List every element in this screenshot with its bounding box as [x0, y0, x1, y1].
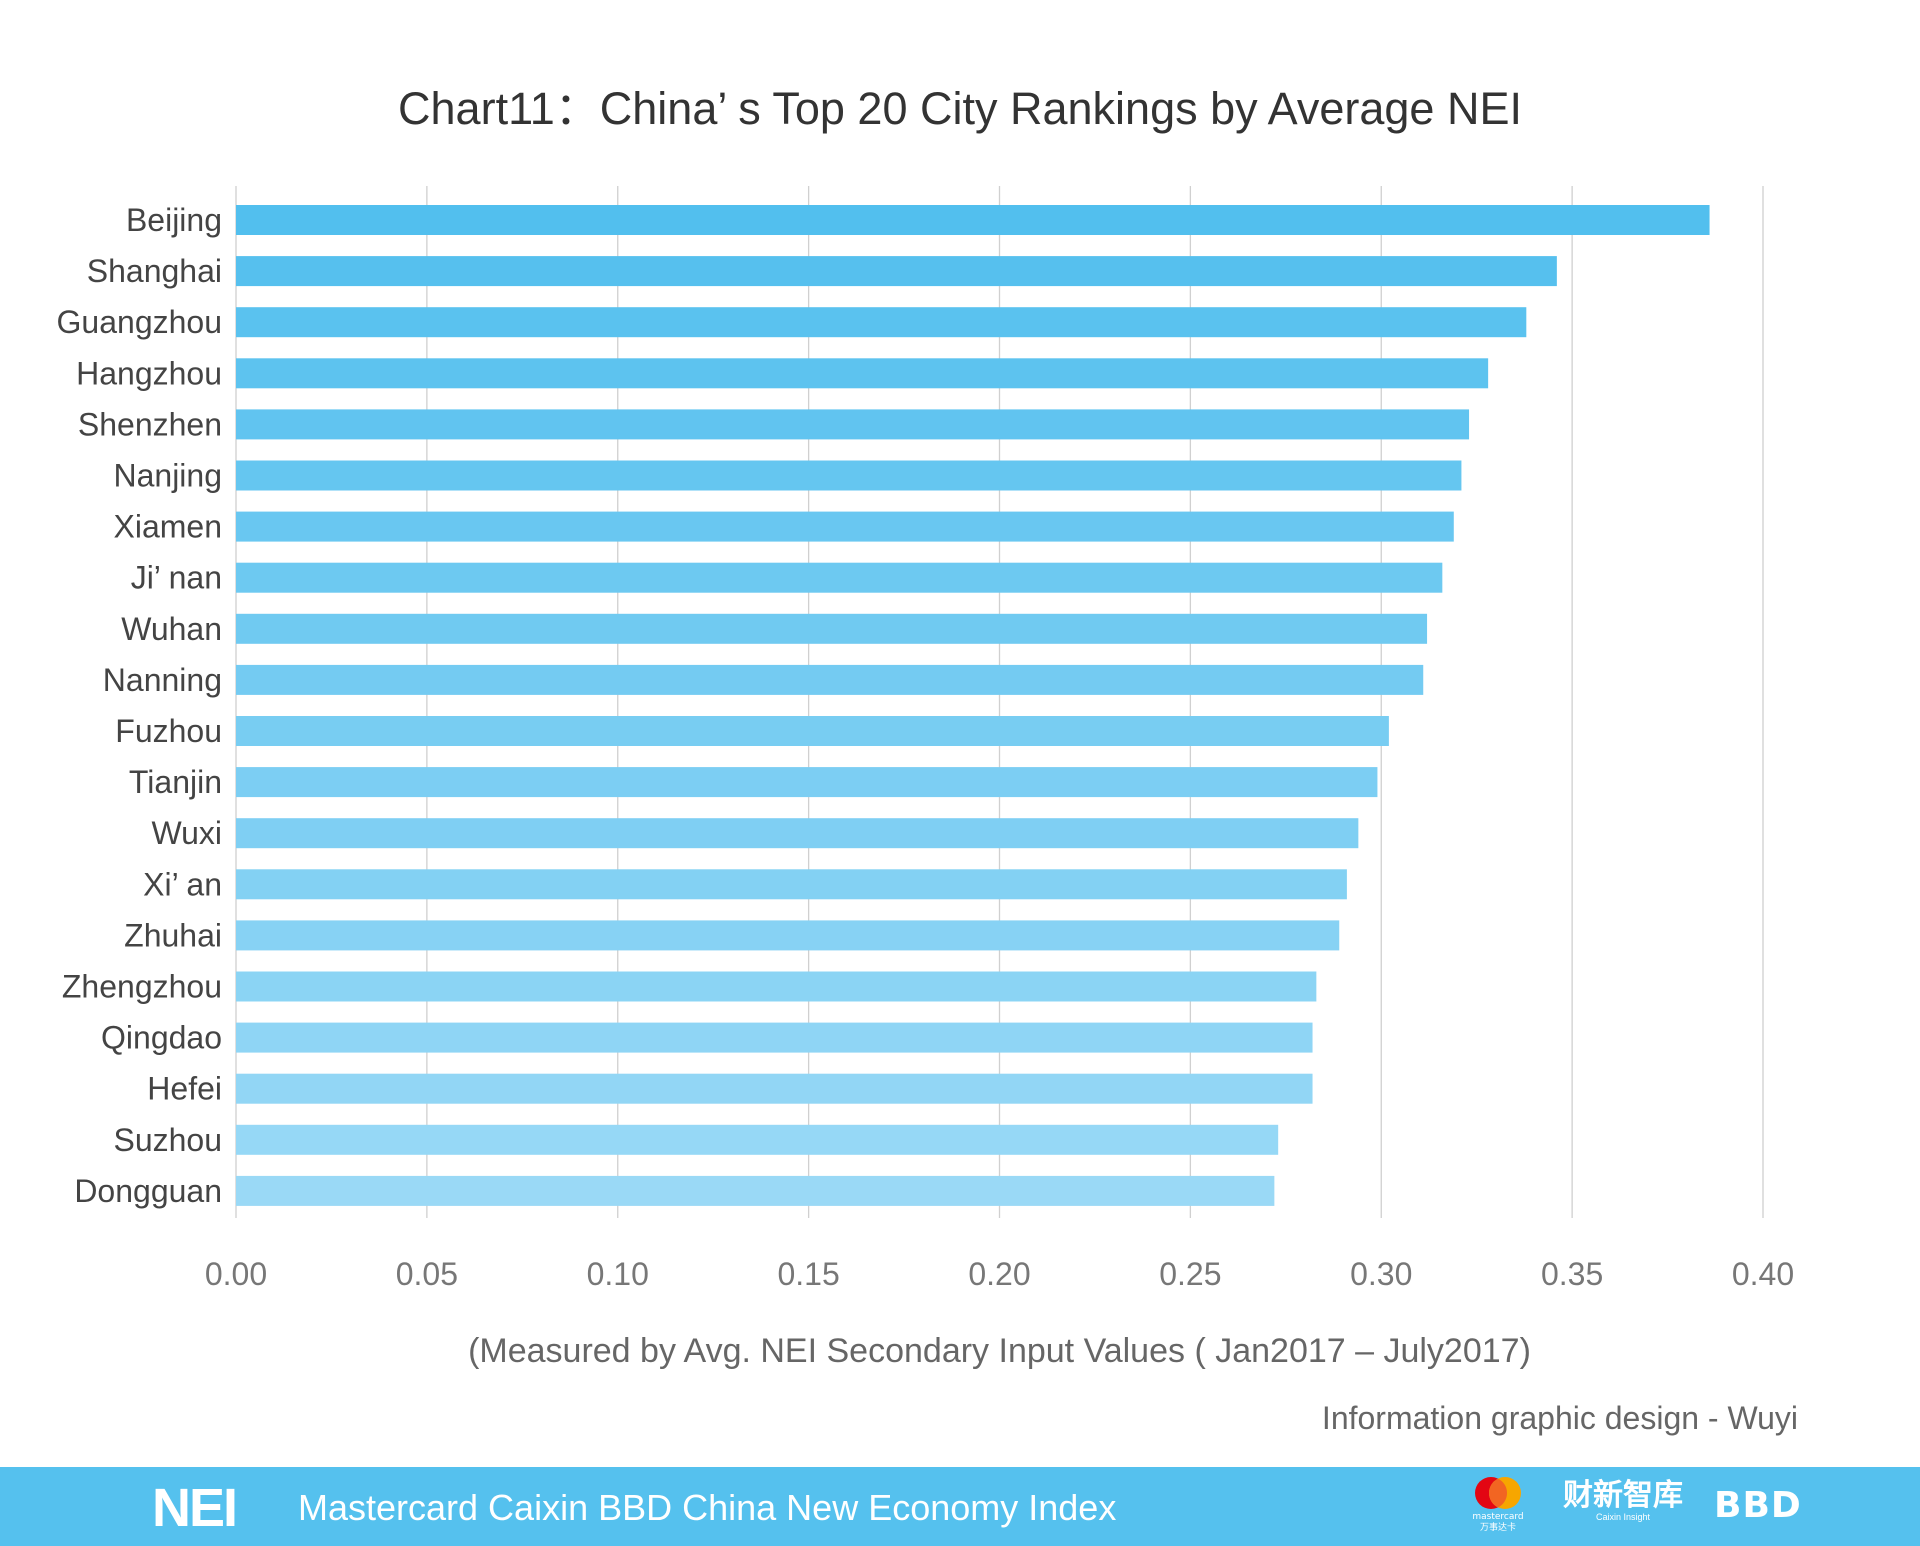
- bar-jinan: [236, 562, 1443, 593]
- y-category-label: Hefei: [147, 1071, 222, 1107]
- design-credit: Information graphic design - Wuyi: [1321, 1400, 1798, 1436]
- x-tick-label: 0.30: [1350, 1256, 1412, 1292]
- y-category-label: Suzhou: [113, 1122, 222, 1158]
- x-tick-label: 0.20: [968, 1256, 1030, 1292]
- y-category-label: Shenzhen: [78, 406, 222, 442]
- bar-wuxi: [236, 818, 1359, 849]
- y-category-label: Beijing: [126, 202, 222, 238]
- y-category-label: Zhengzhou: [62, 969, 222, 1005]
- bar-tianjin: [236, 767, 1378, 798]
- footer-text: Mastercard Caixin BBD China New Economy …: [298, 1487, 1117, 1528]
- y-category-label: Ji’ nan: [131, 560, 222, 596]
- bar-shenzhen: [236, 409, 1470, 440]
- x-tick-label: 0.00: [205, 1256, 267, 1292]
- bar-nanning: [236, 664, 1424, 695]
- y-category-label: Xiamen: [114, 509, 223, 545]
- y-category-label: Wuxi: [151, 815, 222, 851]
- x-tick-label: 0.10: [587, 1256, 649, 1292]
- y-category-label: Fuzhou: [115, 713, 222, 749]
- x-tick-label: 0.25: [1159, 1256, 1221, 1292]
- bar-hangzhou: [236, 358, 1489, 389]
- bar-guangzhou: [236, 307, 1527, 338]
- mastercard-circles-icon: [1475, 1477, 1521, 1509]
- bar-beijing: [236, 205, 1710, 235]
- y-category-label: Nanjing: [113, 458, 222, 494]
- bbd-logo: BBD: [1714, 1485, 1802, 1526]
- x-tick-label: 0.35: [1541, 1256, 1603, 1292]
- bar-chart: 0.00 0.05 0.10 0.15 0.20 0.25 0.30 0.35 0.40 Beij…: [57, 186, 1794, 1292]
- y-category-label: Dongguan: [74, 1173, 222, 1209]
- bar-wuhan: [236, 613, 1428, 644]
- bar-hefei: [236, 1073, 1313, 1104]
- bar-suzhou: [236, 1124, 1279, 1155]
- chart-title: Chart11：China’ s Top 20 City Rankings by…: [398, 83, 1522, 134]
- y-category-label: Xi’ an: [143, 866, 222, 902]
- y-category-label: Nanning: [103, 662, 222, 698]
- bar-xian: [236, 869, 1347, 900]
- y-category-label: Tianjin: [129, 764, 222, 800]
- footer-banner: NEI Mastercard Caixin BBD China New Econ…: [0, 1467, 1920, 1546]
- bar-shanghai: [236, 256, 1557, 287]
- y-category-label: Hangzhou: [76, 355, 222, 391]
- x-tick-label: 0.40: [1732, 1256, 1794, 1292]
- bar-zhuhai: [236, 920, 1340, 951]
- bar-nanjing: [236, 460, 1462, 491]
- caixin-insight-logo: 财新智库 Caixin Insight: [1563, 1479, 1683, 1523]
- bar-dongguan: [236, 1175, 1275, 1206]
- y-category-label: Zhuhai: [124, 917, 222, 953]
- chart-subtitle: (Measured by Avg. NEI Secondary Input Va…: [468, 1332, 1531, 1370]
- bar-xiamen: [236, 511, 1454, 542]
- y-category-label: Guangzhou: [57, 304, 222, 340]
- mastercard-logo-text: mastercard 万事达卡: [1472, 1512, 1524, 1533]
- bar-fuzhou: [236, 716, 1389, 746]
- x-tick-label: 0.05: [396, 1256, 458, 1292]
- bar-zhengzhou: [236, 971, 1317, 1002]
- y-category-label: Wuhan: [121, 611, 222, 647]
- y-category-label: Shanghai: [87, 253, 222, 289]
- mastercard-logo: mastercard 万事达卡: [1466, 1475, 1530, 1543]
- nei-logo: NEI: [152, 1478, 238, 1538]
- y-category-label: Qingdao: [101, 1020, 222, 1056]
- bar-qingdao: [236, 1022, 1313, 1053]
- x-tick-label: 0.15: [777, 1256, 839, 1292]
